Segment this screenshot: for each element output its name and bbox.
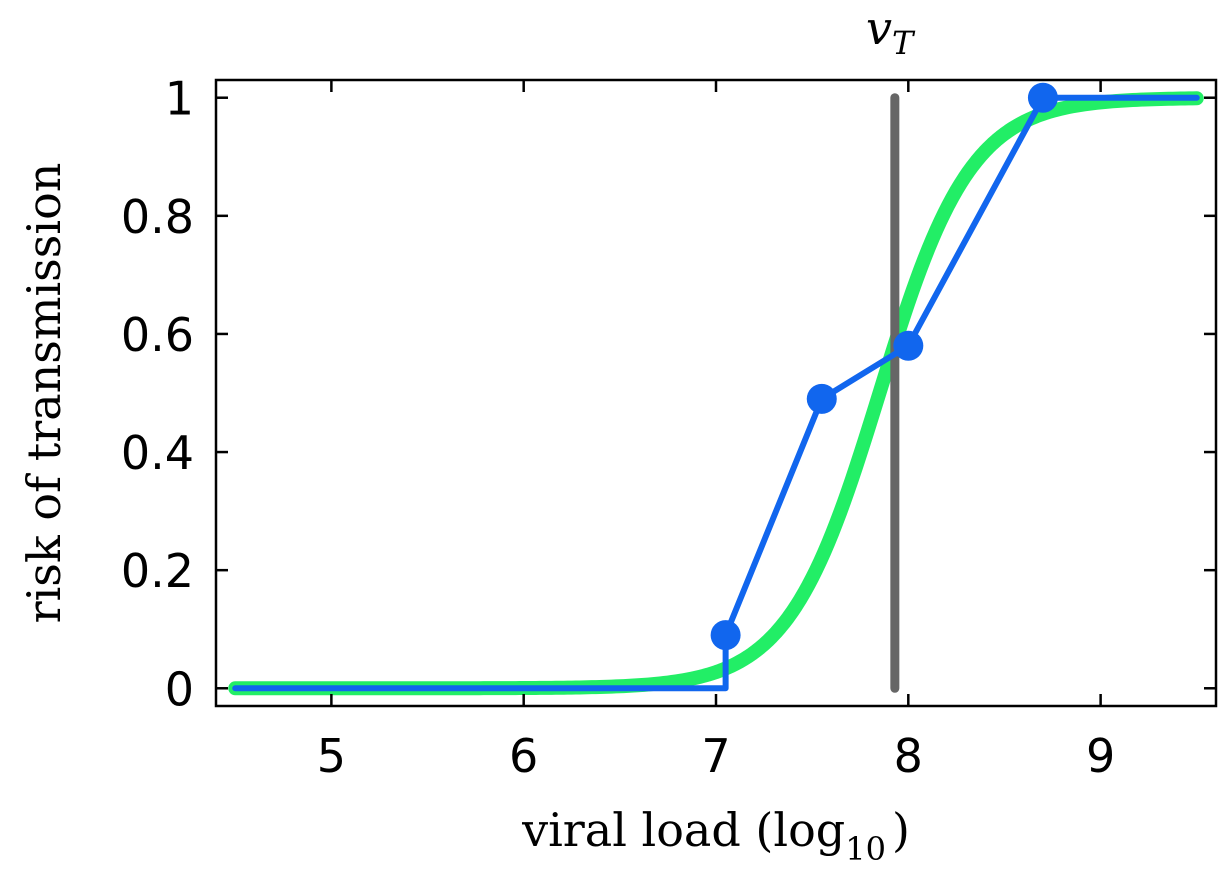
y-axis-title: risk of transmission — [17, 163, 71, 624]
x-axis-title-subscript: 10 — [845, 830, 886, 868]
series-logistic-line — [228, 91, 1204, 696]
axis-ticks — [216, 80, 1216, 706]
series-piecewise-point-3 — [1027, 82, 1058, 113]
series-piecewise-point-0 — [710, 620, 741, 651]
x-tick-label-4: 9 — [1086, 729, 1115, 783]
vline-label: vT — [866, 1, 916, 62]
x-tick-label-0: 5 — [317, 729, 346, 783]
plot-curves — [228, 82, 1204, 696]
x-tick-label-3: 8 — [894, 729, 923, 783]
series-piecewise-point-2 — [893, 330, 924, 361]
vline-label-subscript: T — [892, 24, 916, 62]
series-piecewise-line — [232, 94, 1200, 692]
y-tick-labels: 0 0.2 0.4 0.6 0.8 1 — [121, 72, 194, 717]
series-piecewise-point-1 — [806, 383, 837, 414]
x-tick-labels: 5 6 7 8 9 — [317, 729, 1116, 783]
y-tick-label-2: 0.4 — [121, 426, 194, 480]
y-tick-label-3: 0.6 — [121, 308, 194, 362]
plot-frame — [214, 78, 1218, 708]
y-tick-label-1: 0.2 — [121, 544, 194, 598]
y-tick-label-0: 0 — [165, 662, 194, 716]
x-tick-label-2: 7 — [701, 729, 730, 783]
y-tick-label-5: 1 — [165, 72, 194, 126]
x-tick-label-1: 6 — [509, 729, 538, 783]
x-axis-title: viral load (log10) — [521, 803, 910, 868]
y-tick-label-4: 0.8 — [121, 190, 194, 244]
